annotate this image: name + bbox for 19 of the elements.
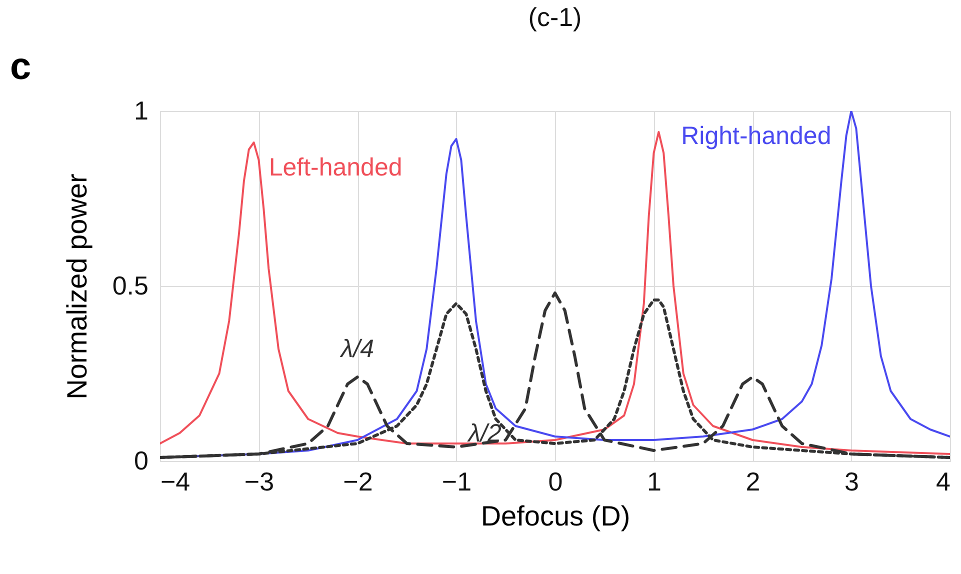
chart-title: (c-1) (528, 2, 582, 32)
x-tick-label: 3 (844, 466, 859, 496)
x-axis-title: Defocus (D) (480, 500, 630, 532)
series-label: λ/4 (338, 335, 374, 363)
y-axis-title: Normalized power (61, 174, 92, 400)
text: c (10, 46, 32, 88)
x-tick-label: −1 (442, 466, 472, 496)
x-tick-label: 4 (936, 466, 950, 496)
y-tick-label: 0 (134, 446, 148, 476)
x-tick-label: 0 (548, 466, 563, 496)
y-tick-label: 0.5 (112, 270, 148, 300)
series-label: Left-handed (268, 154, 402, 182)
series-label: Right-handed (681, 122, 832, 150)
x-tick-label: −3 (244, 466, 274, 496)
y-tick-label: 1 (134, 96, 148, 126)
x-tick-label: −2 (343, 466, 373, 496)
x-tick-label: −4 (160, 466, 190, 496)
x-tick-label: 2 (746, 466, 760, 496)
x-tick-label: 1 (647, 466, 662, 496)
